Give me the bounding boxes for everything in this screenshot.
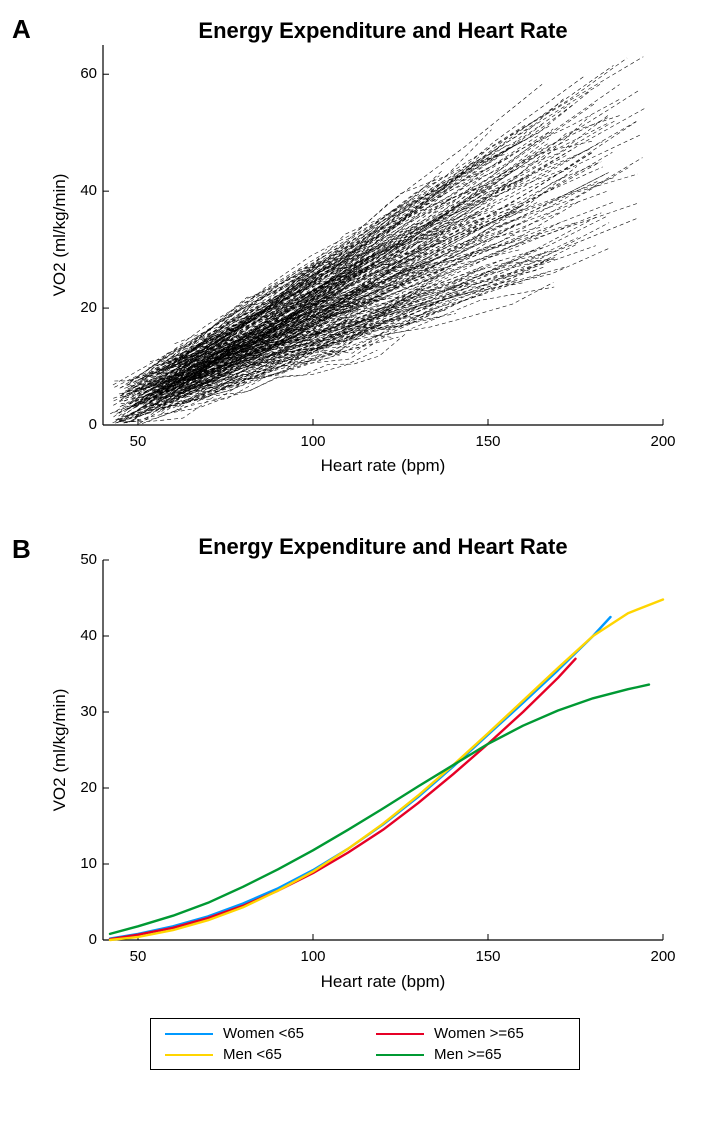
panel-a-xlabel: Heart rate (bpm) <box>103 456 663 476</box>
legend-item: Women >=65 <box>376 1025 565 1042</box>
panel-b-plot <box>0 510 717 1025</box>
panel-b-xtick: 200 <box>648 948 678 965</box>
panel-b-ytick: 30 <box>69 703 97 720</box>
panel-b-xlabel: Heart rate (bpm) <box>103 972 663 992</box>
panel-b: B Energy Expenditure and Heart Rate VO2 … <box>0 510 717 1127</box>
panel-b-label: B <box>12 534 31 565</box>
legend-label: Men <65 <box>223 1046 282 1063</box>
panel-b-ytick: 10 <box>69 855 97 872</box>
panel-a-ytick: 60 <box>69 65 97 82</box>
legend-label: Women <65 <box>223 1025 304 1042</box>
legend-swatch <box>376 1054 424 1056</box>
panel-a-ytick: 0 <box>69 416 97 433</box>
legend-label: Men >=65 <box>434 1046 502 1063</box>
legend-item: Men <65 <box>165 1046 354 1063</box>
panel-a-xtick: 100 <box>298 433 328 450</box>
panel-a-title: Energy Expenditure and Heart Rate <box>103 18 663 44</box>
panel-b-ylabel: VO2 (ml/kg/min) <box>50 670 70 830</box>
panel-a-ytick: 20 <box>69 299 97 316</box>
panel-b-ytick: 20 <box>69 779 97 796</box>
panel-b-ytick: 0 <box>69 931 97 948</box>
panel-a-ytick: 40 <box>69 182 97 199</box>
panel-a-xtick: 200 <box>648 433 678 450</box>
panel-b-ytick: 50 <box>69 551 97 568</box>
panel-b-xtick: 50 <box>123 948 153 965</box>
figure-container: A Energy Expenditure and Heart Rate VO2 … <box>0 0 717 1127</box>
panel-a-ylabel: VO2 (ml/kg/min) <box>50 155 70 315</box>
panel-a-xtick: 150 <box>473 433 503 450</box>
legend-item: Men >=65 <box>376 1046 565 1063</box>
legend-swatch <box>376 1033 424 1035</box>
panel-b-legend: Women <65 Women >=65 Men <65 Men >=65 <box>150 1018 580 1070</box>
legend-item: Women <65 <box>165 1025 354 1042</box>
panel-a-plot <box>0 0 717 510</box>
panel-b-title: Energy Expenditure and Heart Rate <box>103 534 663 560</box>
legend-swatch <box>165 1054 213 1056</box>
legend-label: Women >=65 <box>434 1025 524 1042</box>
panel-a-label: A <box>12 14 31 45</box>
panel-b-xtick: 100 <box>298 948 328 965</box>
panel-b-ytick: 40 <box>69 627 97 644</box>
panel-b-xtick: 150 <box>473 948 503 965</box>
legend-swatch <box>165 1033 213 1035</box>
panel-a: A Energy Expenditure and Heart Rate VO2 … <box>0 0 717 510</box>
panel-a-xtick: 50 <box>123 433 153 450</box>
